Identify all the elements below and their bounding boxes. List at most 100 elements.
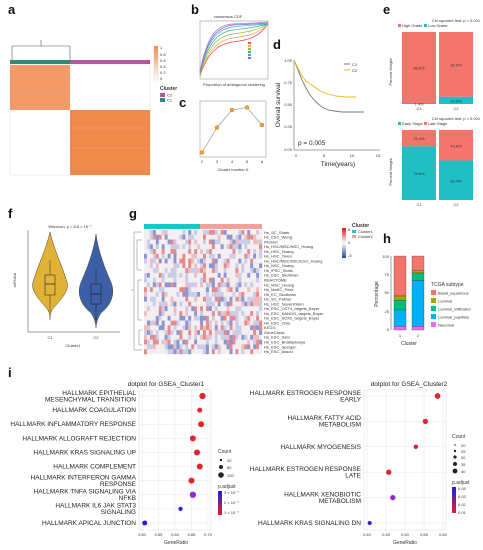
subtype-bar-segment [411,280,425,327]
padj-tick: 3 × 10⁻⁷ [224,490,239,495]
k-tick: 3 [216,159,219,164]
dotplot-point [199,392,206,400]
surv-ytick: 0.00 [284,147,293,152]
scale-tick: 0.6 [160,58,166,63]
padj-tick: 2 × 10⁻⁷ [224,500,239,505]
bar-percent-label: 98.6% [413,65,425,70]
bar-percent-label: 43.6% [450,143,462,148]
violin-c1 [32,231,68,321]
scale-tick: 0.8 [160,52,166,57]
k-point [199,150,205,155]
dotplot-xtick: 0.70 [204,532,213,537]
pathway-label: NFKB [119,495,136,502]
dotplot-point [196,463,203,470]
h-ytick: 100 [382,254,389,259]
h-ytick: 50 [385,290,390,295]
cdf-title: consensus CDF [214,14,243,19]
cdf-xlabel: Proportion of ambiguous clustering [203,82,265,87]
k-point [214,125,220,130]
cdf-curves [199,21,269,77]
dotplot-point [367,520,372,526]
g-legend-cluster1: Cluster1 [358,229,374,234]
heatmap-row-label: Plurinet [264,239,278,244]
subtype-bar-segment [411,326,425,331]
stemness-heatmap: Hs_SC_ShatsHs_ESC_WongPlurinetHs_HSC/MSC… [131,223,374,355]
heatmap-row-label: Hs_SC_Palmer [264,297,292,302]
k-tick: 2 [201,159,204,164]
heatmap-row-label: KEGG [264,325,276,330]
dotplot-title: dotplot for GSEA_Cluster1 [128,381,205,388]
pathway-label: HALLMARK MYOGENESIS [280,444,361,451]
h-ytick: 25 [385,309,390,314]
dotplot-point [413,444,419,450]
chi-test-bottom: Chi squared test: p < 0.001 [432,116,481,121]
subtype-bar-segment [393,326,407,331]
h-ytick: 75 [385,272,390,277]
heatmap-row-label: Hs_MSC_Huang [264,282,294,287]
gsea-dotplot-cluster2: dotplot for GSEA_Cluster2 0.40 0.45 0.50 0.… [250,381,470,546]
bar-segment [402,102,436,104]
pathway-label: HALLMARK ESTROGEN RESPONSE [250,466,362,473]
h-ytick: 0 [387,327,390,332]
heatmap-row-label: Hs_HSC/MSC/NSC_Huang [264,244,313,249]
heatmap-dendrogram [11,40,71,60]
heatmap-row-label: Hs_ESC_Assou [264,349,293,354]
heatmap-row-label: Hs_ESC_Chia [264,320,291,325]
panel-label-e: e [383,2,391,17]
scale-tick: 0 [160,76,163,81]
legend-early-stage: Early Stage [402,121,423,126]
padj-tick: 0.01 [458,510,467,515]
dotplot-point [197,407,203,413]
subtype-legend-label: Basal_squamous [438,291,469,296]
count-legend-item: 40 [227,458,232,463]
pathway-label: RESPONSE [100,481,137,488]
cdf-legend [248,42,251,59]
panel-label-h: h [383,231,391,246]
g-legend-title: Cluster [352,223,369,229]
heatmap-annotation-cluster2 [200,224,262,229]
pathway-label: HALLMARK EPITHELIAL [62,390,136,397]
e-top-ylabel: Percent Weight [388,57,393,85]
heatmap-block-c1 [10,65,70,110]
pathway-label: HALLMARK XENOBIOTIC [284,491,361,498]
surv-pvalue: p = 0.005 [298,140,326,147]
padj-tick: 1 × 10⁻⁷ [224,510,239,515]
subtype-legend-swatch [431,322,436,327]
violin-xlabel: Cluster1 [66,343,82,348]
dotplot-xtick: 0.60 [171,532,180,537]
violin-xtick-c1: C1 [47,335,53,340]
legend-high-grade: High Grade [402,23,423,28]
pathway-label: HALLMARK KRAS SIGNALING DN [258,520,361,527]
count-legend-item: 40 [461,469,466,474]
dotplot-xtick: 0.50 [401,532,410,537]
pathway-label: HALLMARK ESTROGEN RESPONSE [250,390,362,397]
heatmap-row-label: Hs_ESC_OCT4_targets_Boyer [264,306,320,311]
subtype-legend-swatch [431,306,436,311]
annotation-c1 [10,60,70,64]
subtype-bar-segment [411,272,425,281]
subtype-legend-swatch [431,290,436,295]
panel-label-g: g [129,206,137,221]
pathway-label: HALLMARK FATTY ACID [288,415,362,422]
subtype-legend-label: Luminal_infiltrated [438,307,470,312]
pathway-label: EARLY [340,396,361,403]
h-xlabel: Cluster [401,341,417,347]
subtype-bar-segment [411,255,425,271]
heatmap-row-label: Hs_ESC_Skottman [264,273,298,278]
dotplot-title: dotplot for GSEA_Cluster2 [371,381,448,388]
count-legend-item: 80 [227,465,232,470]
pathway-label: LATE [345,472,361,479]
g-scale-tick: -5 [348,253,352,258]
dotplot-point [386,469,392,475]
count-legend-title: Count [452,434,466,440]
surv-ytick: 0.75 [284,80,293,85]
pathway-label: SIGNALING [101,509,136,516]
heatmap-row-label: GeneCards [264,330,284,335]
surv-xtick: 5 [323,153,326,158]
padj-legend-title: p.adjust [452,480,470,486]
k-point [259,122,265,128]
violin-ylabel: mRNAsi [12,273,17,288]
heatmap-cells [144,230,263,355]
dotplot-point [198,421,205,428]
heatmap-row-label: Hs_ESC_SOX2_targets_Boyer [264,316,320,321]
